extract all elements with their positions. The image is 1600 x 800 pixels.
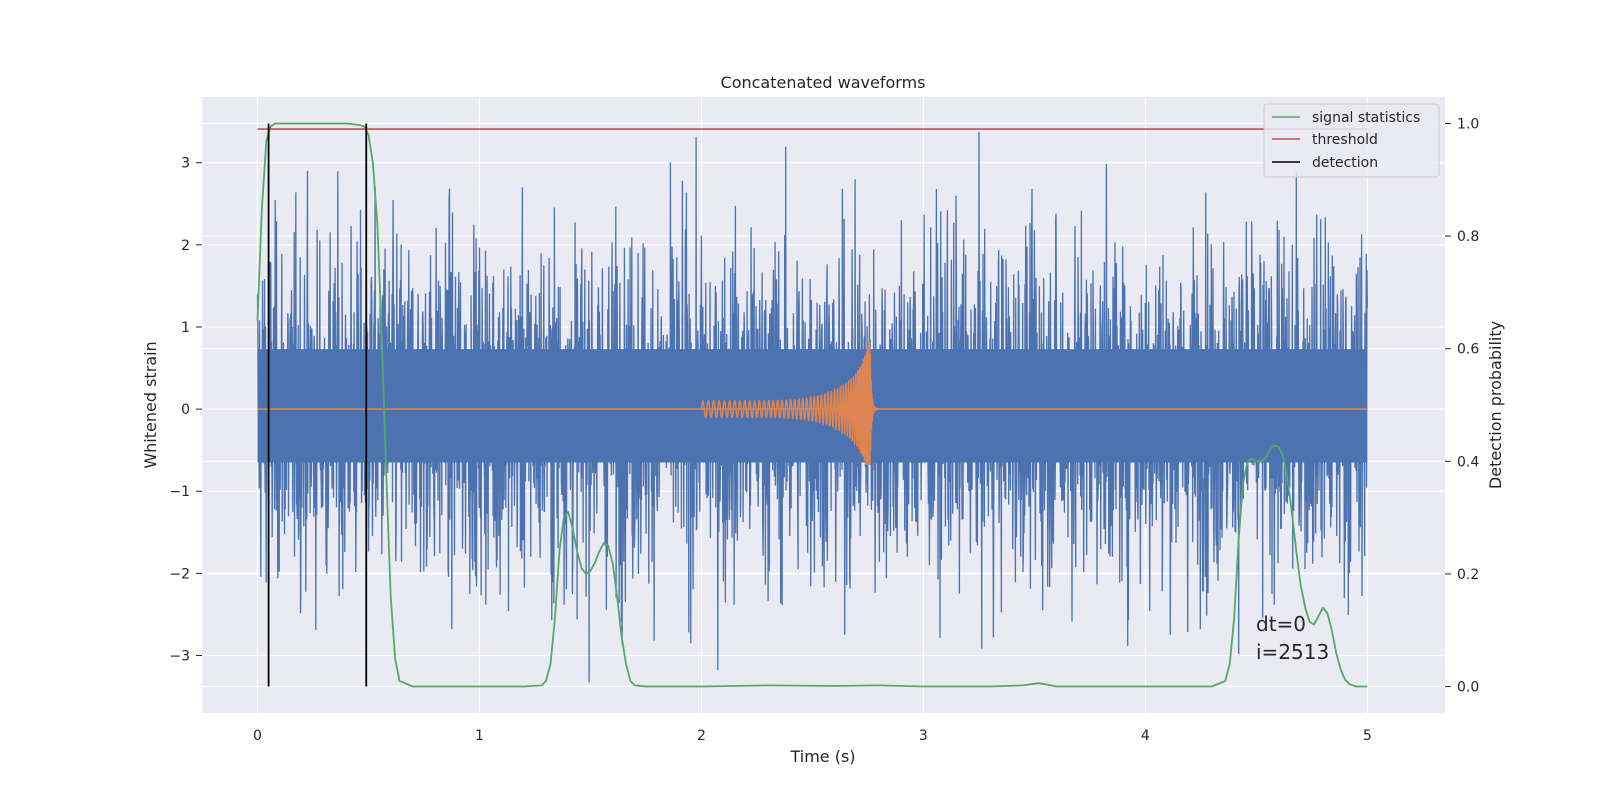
- detection-lines: [267, 123, 368, 687]
- legend-label-signal-statistics: signal statistics: [1312, 110, 1420, 126]
- right-y-axis-ticks: 0.0 0.2 0.4 0.6 0.8 1.0: [1445, 116, 1479, 696]
- x-tick-label-0: 0: [253, 728, 262, 744]
- strain-trace: [256, 131, 1368, 683]
- right-y-axis-label: Detection probability: [1486, 321, 1505, 489]
- annotation-i: i=2513: [1256, 640, 1329, 664]
- yr-tick-label-3: 0.6: [1457, 342, 1479, 358]
- chart-title: Concatenated waveforms: [721, 73, 926, 92]
- legend-box: [1263, 103, 1440, 178]
- x-axis-label: Time (s): [789, 747, 855, 766]
- yr-tick-label-5: 1.0: [1457, 116, 1479, 132]
- yl-tick-label-3: 0: [181, 402, 190, 418]
- x-tick-label-4: 4: [1141, 728, 1150, 744]
- x-tick-label-3: 3: [919, 728, 928, 744]
- yl-tick-label-0: −3: [169, 649, 190, 665]
- yl-tick-label-5: 2: [181, 238, 190, 254]
- signal-statistics-trace: [256, 122, 1368, 688]
- legend-label-detection: detection: [1312, 155, 1378, 171]
- left-y-axis-ticks: −3 −2 −1 0 1 2 3: [169, 156, 202, 665]
- waveform-trace: [257, 342, 1368, 466]
- x-tick-label-5: 5: [1363, 728, 1372, 744]
- signal-statistics-line: [256, 122, 1368, 688]
- x-tick-label-2: 2: [697, 728, 706, 744]
- yl-tick-label-4: 1: [181, 320, 190, 336]
- strain-band: [257, 349, 1368, 463]
- yr-tick-label-4: 0.8: [1457, 229, 1479, 245]
- annotation-dt: dt=0: [1256, 612, 1306, 636]
- legend-label-threshold: threshold: [1312, 132, 1378, 148]
- yl-tick-label-1: −2: [169, 566, 190, 582]
- left-y-axis-label: Whitened strain: [141, 341, 160, 468]
- yr-tick-label-1: 0.2: [1457, 567, 1479, 583]
- x-axis-ticks: 0 1 2 3 4 5: [253, 728, 1372, 744]
- yl-tick-label-2: −1: [169, 484, 190, 500]
- yl-tick-label-6: 3: [181, 156, 190, 172]
- yr-tick-label-2: 0.4: [1457, 454, 1479, 470]
- legend: signal statistics threshold detection: [1263, 103, 1440, 178]
- x-tick-label-1: 1: [475, 728, 484, 744]
- waveform-chirp: [700, 342, 880, 466]
- yr-tick-label-0: 0.0: [1457, 680, 1479, 696]
